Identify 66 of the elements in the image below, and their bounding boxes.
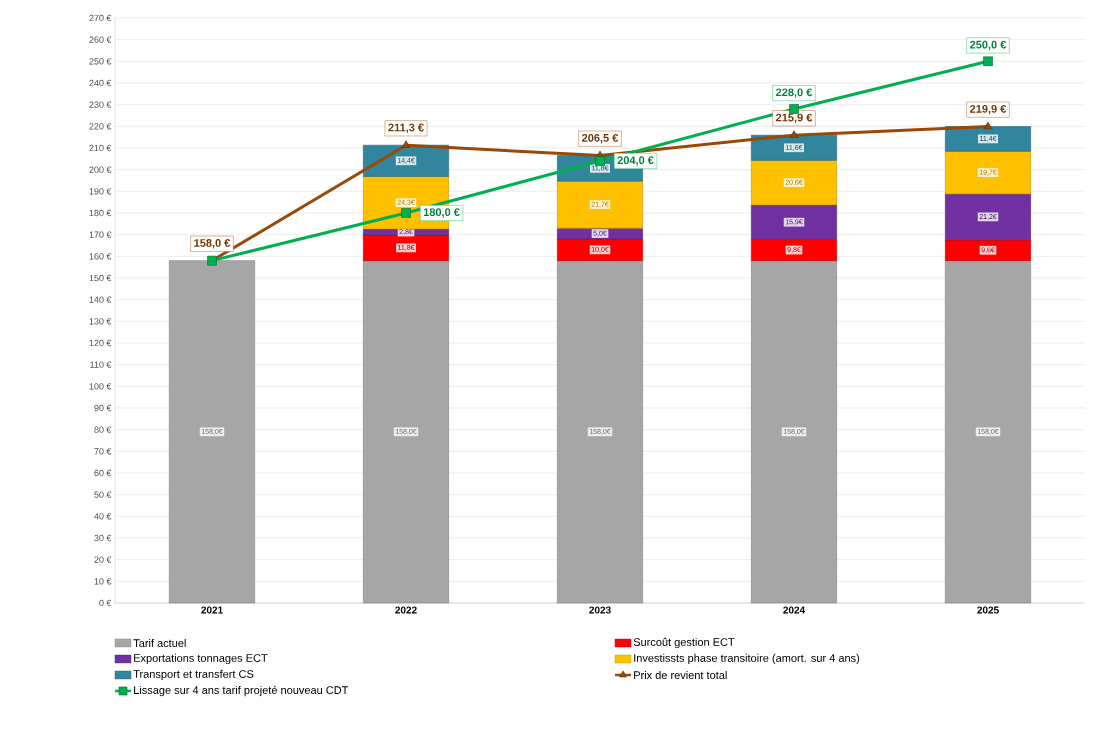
x-tick-label: 2024 [783,606,806,614]
data-label: 228,0 € [776,88,813,98]
x-tick-label: 2022 [395,606,417,614]
data-label: 204,0 € [617,156,654,166]
legend-label: Prix de revient total [634,670,727,680]
y-tick-label: 40 € [94,513,112,520]
point [595,156,605,166]
legend-label: Investissts phase transitoire (amort. sur 4 ans) [634,653,860,665]
y-tick-label: 80 € [94,426,112,433]
y-tick-label: 200 € [89,166,112,173]
y-tick-label: 160 € [89,253,112,260]
x-tick-label: 2023 [589,606,611,614]
y-tick-label: 140 € [89,296,112,303]
bar [945,126,1031,152]
y-tick-label: 210 € [89,144,112,152]
bar [945,193,1031,241]
data-label: 250,0 € [970,40,1007,51]
bar [751,204,837,240]
data-label: 206,5 € [582,134,619,144]
y-tick-label: 190 € [89,188,112,195]
y-tick-label: 260 € [89,36,112,43]
data-label: 211,3 € [388,123,424,133]
y-tick-label: 250 € [89,58,112,65]
bar [557,180,643,229]
bar [363,234,449,261]
legend-label: Exportations tonnages ECT [134,653,268,665]
legend-label: Surcoût gestion ECT [633,637,735,649]
y-tick-label: 110 € [90,361,112,368]
point [983,121,993,130]
y-tick-label: 70 € [94,448,112,455]
y-tick-label: 120 € [89,339,112,347]
bar [945,239,1031,261]
legend-label: Lissage sur 4 ans tarif projeté nouveau CDT [134,685,349,697]
data-label: 215,9 € [776,113,813,124]
point [401,140,411,148]
y-tick-label: 220 € [89,123,112,130]
y-tick-label: 20 € [94,556,112,563]
y-tick-label: 90 € [94,404,112,412]
y-tick-label: 230 € [89,101,112,108]
data-label: 180,0 € [423,208,460,218]
bar [751,160,837,206]
point [401,208,411,218]
y-tick-label: 100 € [89,383,112,390]
legend-label: Transport et transfert CS [133,669,254,681]
data-label: 219,9 € [970,104,1007,115]
y-tick-label: 0 € [99,599,112,607]
y-tick-label: 170 € [89,231,112,238]
y-tick-label: 270 € [89,14,112,22]
bar [751,134,837,161]
y-tick-label: 10 € [94,578,112,585]
point [983,56,993,67]
x-tick-label: 2025 [977,606,999,614]
point [789,104,799,114]
bar [751,239,837,261]
y-tick-label: 130 € [89,318,112,325]
y-tick-label: 50 € [94,491,112,498]
y-tick-label: 240 € [89,79,112,87]
legend-label: Tarif actuel [133,638,186,648]
bar [945,150,1031,195]
y-tick-label: 150 € [89,274,112,282]
y-tick-label: 60 € [94,469,112,477]
point [789,130,799,138]
y-tick-label: 30 € [94,534,112,542]
x-tick-label: 2021 [201,606,223,614]
y-tick-label: 180 € [89,209,112,217]
data-label: 158,0 € [194,239,231,249]
